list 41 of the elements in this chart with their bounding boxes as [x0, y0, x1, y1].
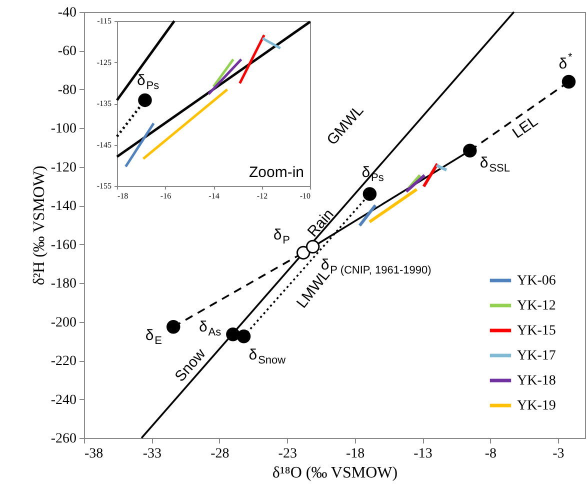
y-tick-label: -140: [50, 199, 76, 214]
y-tick-label: -145: [96, 140, 112, 150]
y-tick-label: -200: [50, 315, 76, 330]
y-tick-label: -40: [58, 6, 76, 20]
annotation: LEL: [509, 112, 542, 142]
legend-label: YK-15: [517, 324, 556, 338]
y-tick-label: -160: [50, 238, 76, 253]
x-tick-label: -8: [484, 446, 497, 462]
y-tick-label: -100: [50, 122, 76, 137]
x-tick-label: -12: [256, 192, 268, 200]
x-tick-label: -38: [84, 446, 104, 462]
legend-label: YK-06: [517, 274, 556, 288]
x-tick-label: -3: [552, 446, 564, 462]
annotation: δ*: [558, 52, 574, 73]
x-tick-label: -16: [160, 192, 172, 200]
x-tick-label: -28: [210, 446, 230, 462]
y-tick-label: -125: [96, 58, 112, 67]
y-tick-label: -240: [50, 392, 76, 408]
y-tick-label: -260: [50, 432, 76, 446]
x-tick-label: -23: [278, 446, 297, 462]
y-tick-label: -155: [96, 182, 112, 190]
x-axis-title: δ¹⁸O (‰ VSMOW): [272, 464, 398, 482]
annotation: Zoom-in: [248, 164, 304, 181]
x-tick-label: -10: [300, 192, 310, 200]
x-tick-label: -18: [118, 192, 128, 200]
x-tick-label: -18: [346, 446, 365, 462]
y-tick-label: -115: [97, 16, 112, 26]
x-tick-label: -33: [142, 446, 162, 462]
y-tick-label: -60: [58, 44, 76, 60]
y-tick-label: -135: [96, 99, 112, 108]
legend-label: YK-19: [517, 398, 556, 414]
y-tick-label: -80: [58, 82, 76, 98]
legend-label: YK-17: [517, 348, 556, 364]
y-tick-label: -180: [50, 276, 76, 292]
legend-label: YK-18: [517, 374, 556, 388]
legend-label: YK-12: [517, 298, 556, 314]
y-tick-label: -220: [50, 354, 76, 370]
y-tick-label: -120: [50, 160, 76, 176]
y-axis-title: δ²H (‰ VSMOW): [30, 166, 48, 286]
x-tick-label: -13: [414, 446, 432, 462]
x-tick-label: -14: [208, 192, 220, 200]
